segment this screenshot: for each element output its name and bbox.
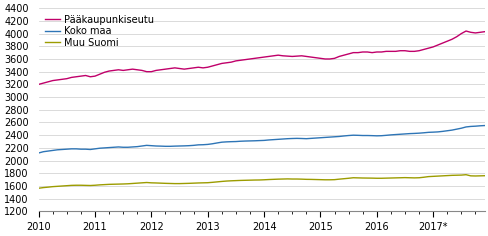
Pääkaupunkiseutu bbox=[97, 73, 102, 76]
Pääkaupunkiseutu bbox=[444, 40, 449, 43]
Pääkaupunkiseutu bbox=[481, 30, 487, 33]
Line: Koko maa: Koko maa bbox=[39, 126, 484, 153]
Muu Suomi bbox=[228, 179, 234, 182]
Muu Suomi bbox=[36, 187, 41, 190]
Muu Suomi bbox=[275, 178, 281, 181]
Pääkaupunkiseutu bbox=[36, 83, 41, 86]
Pääkaupunkiseutu bbox=[261, 56, 266, 59]
Muu Suomi bbox=[261, 178, 266, 181]
Koko maa bbox=[481, 124, 487, 127]
Koko maa bbox=[228, 140, 234, 143]
Muu Suomi bbox=[162, 182, 168, 185]
Muu Suomi bbox=[462, 173, 468, 176]
Koko maa bbox=[261, 139, 266, 142]
Pääkaupunkiseutu bbox=[462, 30, 468, 32]
Muu Suomi bbox=[481, 174, 487, 177]
Line: Muu Suomi: Muu Suomi bbox=[39, 175, 484, 188]
Pääkaupunkiseutu bbox=[228, 61, 234, 63]
Koko maa bbox=[97, 147, 102, 150]
Line: Pääkaupunkiseutu: Pääkaupunkiseutu bbox=[39, 31, 484, 84]
Koko maa bbox=[444, 129, 449, 132]
Koko maa bbox=[275, 138, 281, 141]
Pääkaupunkiseutu bbox=[162, 68, 168, 71]
Muu Suomi bbox=[97, 183, 102, 186]
Pääkaupunkiseutu bbox=[275, 54, 281, 57]
Muu Suomi bbox=[444, 174, 449, 177]
Koko maa bbox=[36, 152, 41, 154]
Koko maa bbox=[162, 145, 168, 148]
Legend: Pääkaupunkiseutu, Koko maa, Muu Suomi: Pääkaupunkiseutu, Koko maa, Muu Suomi bbox=[43, 13, 156, 50]
